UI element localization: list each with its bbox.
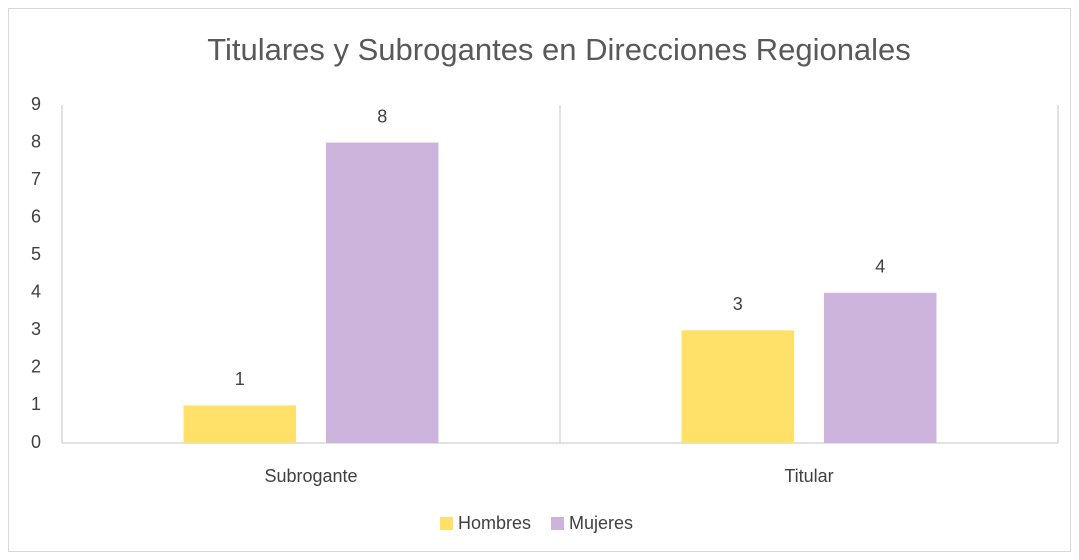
- y-tick-label: 8: [31, 131, 41, 151]
- legend-swatch: [440, 517, 453, 530]
- x-tick-label: Subrogante: [264, 466, 357, 486]
- legend-label: Mujeres: [569, 513, 633, 533]
- bar: [823, 292, 937, 443]
- y-tick-label: 7: [31, 169, 41, 189]
- chart-title: Titulares y Subrogantes en Direcciones R…: [207, 32, 911, 67]
- y-tick-label: 1: [31, 394, 41, 414]
- legend-label: Hombres: [458, 513, 531, 533]
- x-tick-label: Titular: [784, 466, 833, 486]
- data-label: 3: [733, 294, 743, 314]
- y-tick-label: 5: [31, 244, 41, 264]
- y-tick-label: 3: [31, 319, 41, 339]
- y-tick-label: 6: [31, 206, 41, 226]
- bar: [681, 330, 795, 443]
- y-tick-label: 9: [31, 94, 41, 114]
- data-label: 4: [875, 257, 885, 277]
- y-tick-label: 0: [31, 432, 41, 452]
- chart-border: [8, 8, 1071, 552]
- bar: [325, 142, 439, 444]
- data-label: 8: [377, 106, 387, 126]
- bar: [183, 405, 297, 443]
- y-tick-label: 2: [31, 357, 41, 377]
- legend-swatch: [551, 517, 565, 530]
- data-label: 1: [235, 369, 245, 389]
- y-tick-label: 4: [31, 282, 41, 302]
